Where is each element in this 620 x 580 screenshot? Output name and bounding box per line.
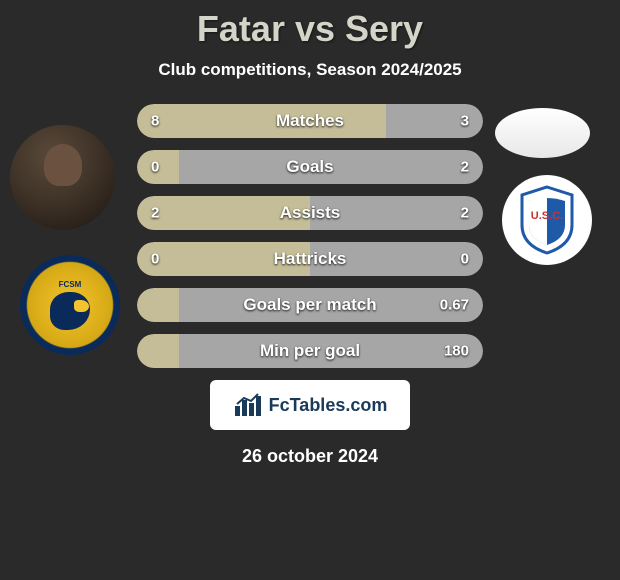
club-left-badge: FCSM	[20, 255, 120, 355]
stat-label: Matches	[276, 111, 344, 131]
svg-text:U.S.C.: U.S.C.	[531, 210, 563, 222]
stat-value-right: 3	[461, 113, 469, 130]
stat-value-right: 2	[461, 159, 469, 176]
stat-row: 180 Min per goal	[137, 334, 483, 368]
bars-container: 8 3 Matches 0 2 Goals 2 2 Assists 0 0 Hattricks 0.67…	[137, 100, 483, 368]
stat-value-right: 2	[461, 205, 469, 222]
stat-row: 0.67 Goals per match	[137, 288, 483, 322]
stat-row: 2 2 Assists	[137, 196, 483, 230]
chart-icon	[233, 392, 263, 418]
lion-icon	[50, 292, 90, 330]
stat-label: Goals per match	[243, 295, 376, 315]
stat-value-right: 0.67	[440, 297, 469, 314]
stat-value-right: 180	[444, 343, 469, 360]
stat-row: 8 3 Matches	[137, 104, 483, 138]
page-title: Fatar vs Sery	[0, 0, 620, 50]
comparison-area: FCSM U.S.C. 8 3 Matches 0 2 Goals 2 2 Assists 0 0 H…	[0, 100, 620, 368]
stat-value-left: 0	[151, 159, 159, 176]
stat-row: 0 2 Goals	[137, 150, 483, 184]
club-right-badge: U.S.C.	[502, 175, 592, 265]
bar-left-fill	[137, 288, 179, 322]
bar-left-fill	[137, 334, 179, 368]
shield-icon: U.S.C.	[517, 185, 577, 255]
stat-label: Hattricks	[274, 249, 347, 269]
bar-left-fill	[137, 104, 386, 138]
stat-value-right: 0	[461, 251, 469, 268]
footer-brand-badge: FcTables.com	[210, 380, 410, 430]
stat-value-left: 0	[151, 251, 159, 268]
stat-row: 0 0 Hattricks	[137, 242, 483, 276]
footer-brand-text: FcTables.com	[269, 395, 388, 416]
player-left-avatar	[10, 125, 115, 230]
player-right-avatar	[495, 108, 590, 158]
page-subtitle: Club competitions, Season 2024/2025	[0, 60, 620, 80]
footer-date: 26 october 2024	[0, 446, 620, 467]
stat-value-left: 2	[151, 205, 159, 222]
club-left-text: FCSM	[59, 280, 82, 289]
stat-label: Assists	[280, 203, 340, 223]
stat-label: Goals	[286, 157, 333, 177]
stat-label: Min per goal	[260, 341, 360, 361]
stat-value-left: 8	[151, 113, 159, 130]
